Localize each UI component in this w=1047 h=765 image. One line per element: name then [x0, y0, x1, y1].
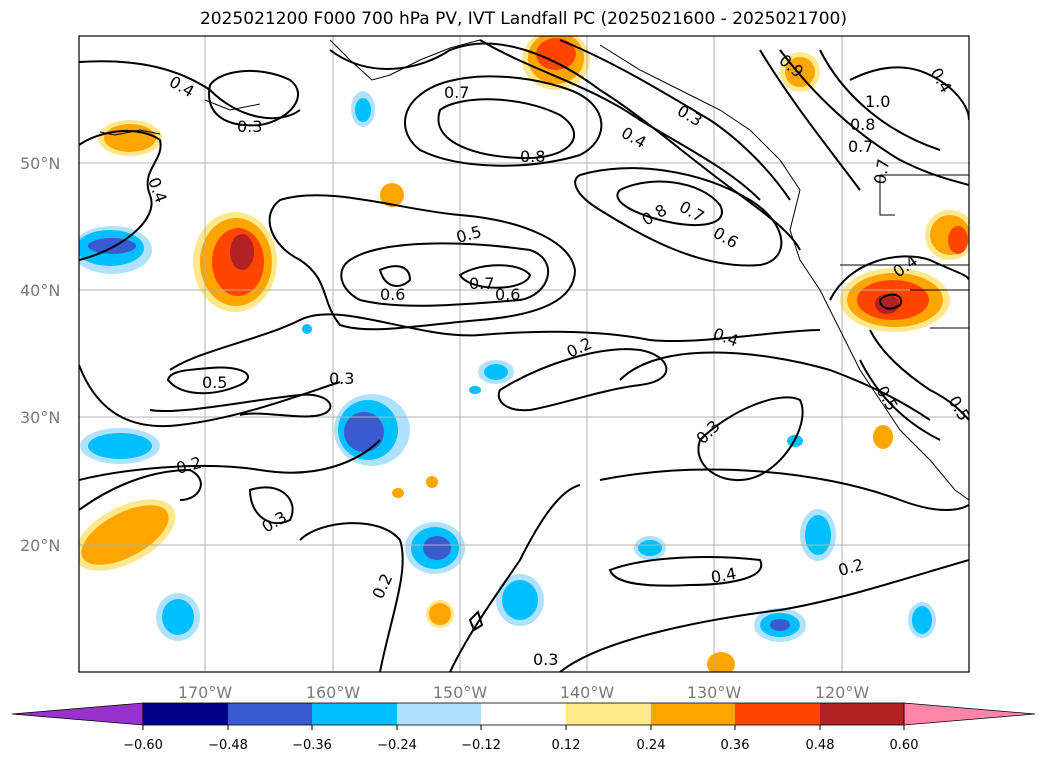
colorbar: −0.60 −0.48 −0.36 −0.24 −0.12 0.12 0.24 … [11, 702, 1036, 753]
lon-label-120w: 120°W [815, 683, 870, 702]
contour-label: 1.0 [865, 92, 890, 111]
contour-label: 0.6 [380, 285, 405, 304]
contour-label: 0.4 [709, 564, 737, 587]
contour-label: 0.3 [329, 369, 354, 388]
colorbar-tick-label: −0.48 [208, 738, 248, 753]
colorbar-segment [397, 703, 481, 725]
colorbar-segment [820, 703, 904, 725]
lat-label-20n: 20°N [20, 536, 60, 555]
lon-label-150w: 150°W [433, 683, 488, 702]
colorbar-tick-marks [142, 725, 905, 730]
colorbar-tick-label: 0.12 [552, 738, 581, 753]
colorbar-tick-label: 0.24 [637, 738, 666, 753]
colorbar-tick-label: −0.36 [292, 738, 332, 753]
colorbar-segment [566, 703, 651, 725]
map-frame [78, 35, 970, 673]
contour-label: 0.7 [848, 137, 873, 156]
lon-label-130w: 130°W [687, 683, 742, 702]
lon-label-170w: 170°W [178, 683, 233, 702]
plot-title: 2025021200 F000 700 hPa PV, IVT Landfall… [199, 9, 847, 29]
lat-label-50n: 50°N [20, 154, 60, 173]
contour-label: 0.7 [469, 274, 494, 293]
colorbar-tick-label: 0.60 [890, 738, 919, 753]
colorbar-segment [735, 703, 820, 725]
colorbar-segment [228, 703, 312, 725]
colorbar-segment [481, 703, 566, 725]
colorbar-segment [651, 703, 735, 725]
contour-label: 0.7 [444, 83, 469, 102]
contour-label: 0.6 [495, 285, 520, 304]
contour-label: 0.3 [237, 117, 262, 136]
colorbar-high-extension [903, 702, 1036, 726]
lat-label-30n: 30°N [20, 408, 60, 427]
colorbar-tick-label: 0.36 [721, 738, 750, 753]
colorbar-low-extension [11, 702, 144, 726]
colorbar-tick-label: −0.24 [377, 738, 417, 753]
contour-label: 0.7 [870, 157, 893, 185]
lat-label-40n: 40°N [20, 281, 60, 300]
colorbar-frame [142, 702, 905, 726]
colorbar-segment [312, 703, 397, 725]
contour-label: 0.8 [520, 147, 545, 166]
pv-contours [79, 39, 969, 672]
colorbar-tick-label: −0.60 [123, 738, 163, 753]
contour-label: 0.5 [202, 373, 227, 392]
lon-label-140w: 140°W [560, 683, 615, 702]
negative-anomaly-shading [79, 91, 936, 642]
colorbar-tick-label: −0.12 [461, 738, 501, 753]
colorbar-segment [143, 703, 228, 725]
map-area: 0.4 0.3 0.4 0.7 0.8 0.9 1.0 0.8 0.7 0.3 … [79, 36, 969, 672]
contour-label: 0.3 [533, 650, 558, 669]
positive-anomaly-shading [79, 36, 969, 672]
lon-label-160w: 160°W [306, 683, 361, 702]
longitude-labels: 170°W 160°W 150°W 140°W 130°W 120°W [178, 683, 870, 702]
colorbar-tick-label: 0.48 [806, 738, 835, 753]
contour-label: 0.8 [850, 115, 875, 134]
latitude-labels: 50°N 40°N 30°N 20°N [20, 154, 60, 555]
coastlines [99, 39, 969, 501]
